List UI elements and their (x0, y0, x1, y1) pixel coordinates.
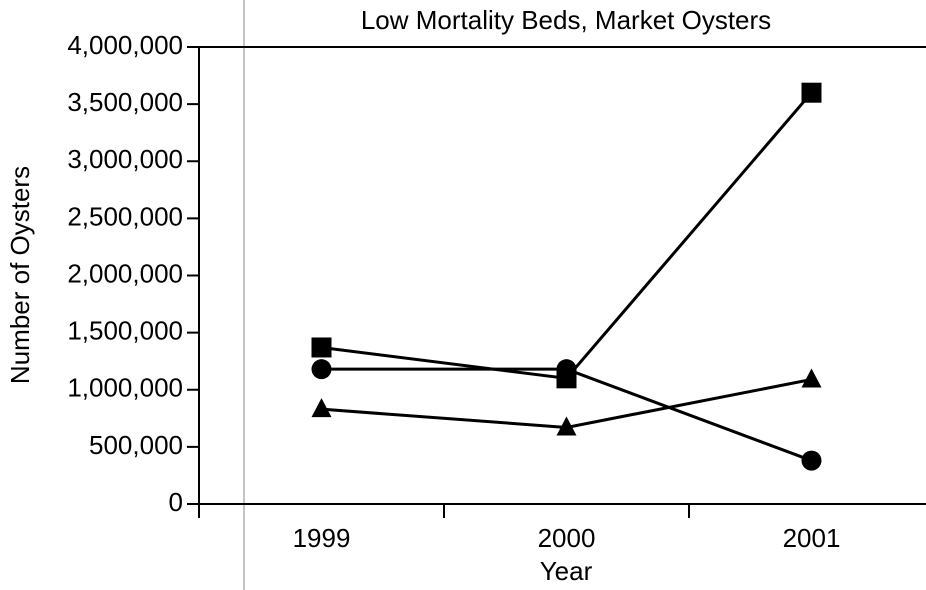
y-tick-label: 2,500,000 (67, 201, 183, 231)
x-axis-label: Year (540, 556, 593, 586)
y-tick-label: 1,000,000 (67, 373, 183, 403)
y-tick-label: 3,500,000 (67, 87, 183, 117)
y-tick-label: 500,000 (89, 430, 183, 460)
circle-marker (556, 359, 577, 380)
chart-title: Low Mortality Beds, Market Oysters (361, 5, 771, 35)
square-marker (801, 82, 822, 103)
y-tick-label: 0 (169, 487, 183, 517)
x-tick-label: 2001 (783, 523, 841, 553)
y-axis-label: Number of Oysters (5, 166, 35, 384)
y-tick-label: 4,000,000 (67, 30, 183, 60)
series-line (321, 91, 813, 380)
x-tick-label: 1999 (293, 523, 351, 553)
circle-marker (311, 359, 332, 380)
triangle-marker (801, 368, 822, 388)
triangle-marker (556, 416, 577, 436)
triangle-marker (311, 398, 332, 418)
y-tick-label: 1,500,000 (67, 316, 183, 346)
y-tick-label: 2,000,000 (67, 258, 183, 288)
x-tick-label: 2000 (538, 523, 596, 553)
circle-marker (801, 450, 822, 471)
y-tick-label: 3,000,000 (67, 144, 183, 174)
square-marker (311, 337, 332, 358)
